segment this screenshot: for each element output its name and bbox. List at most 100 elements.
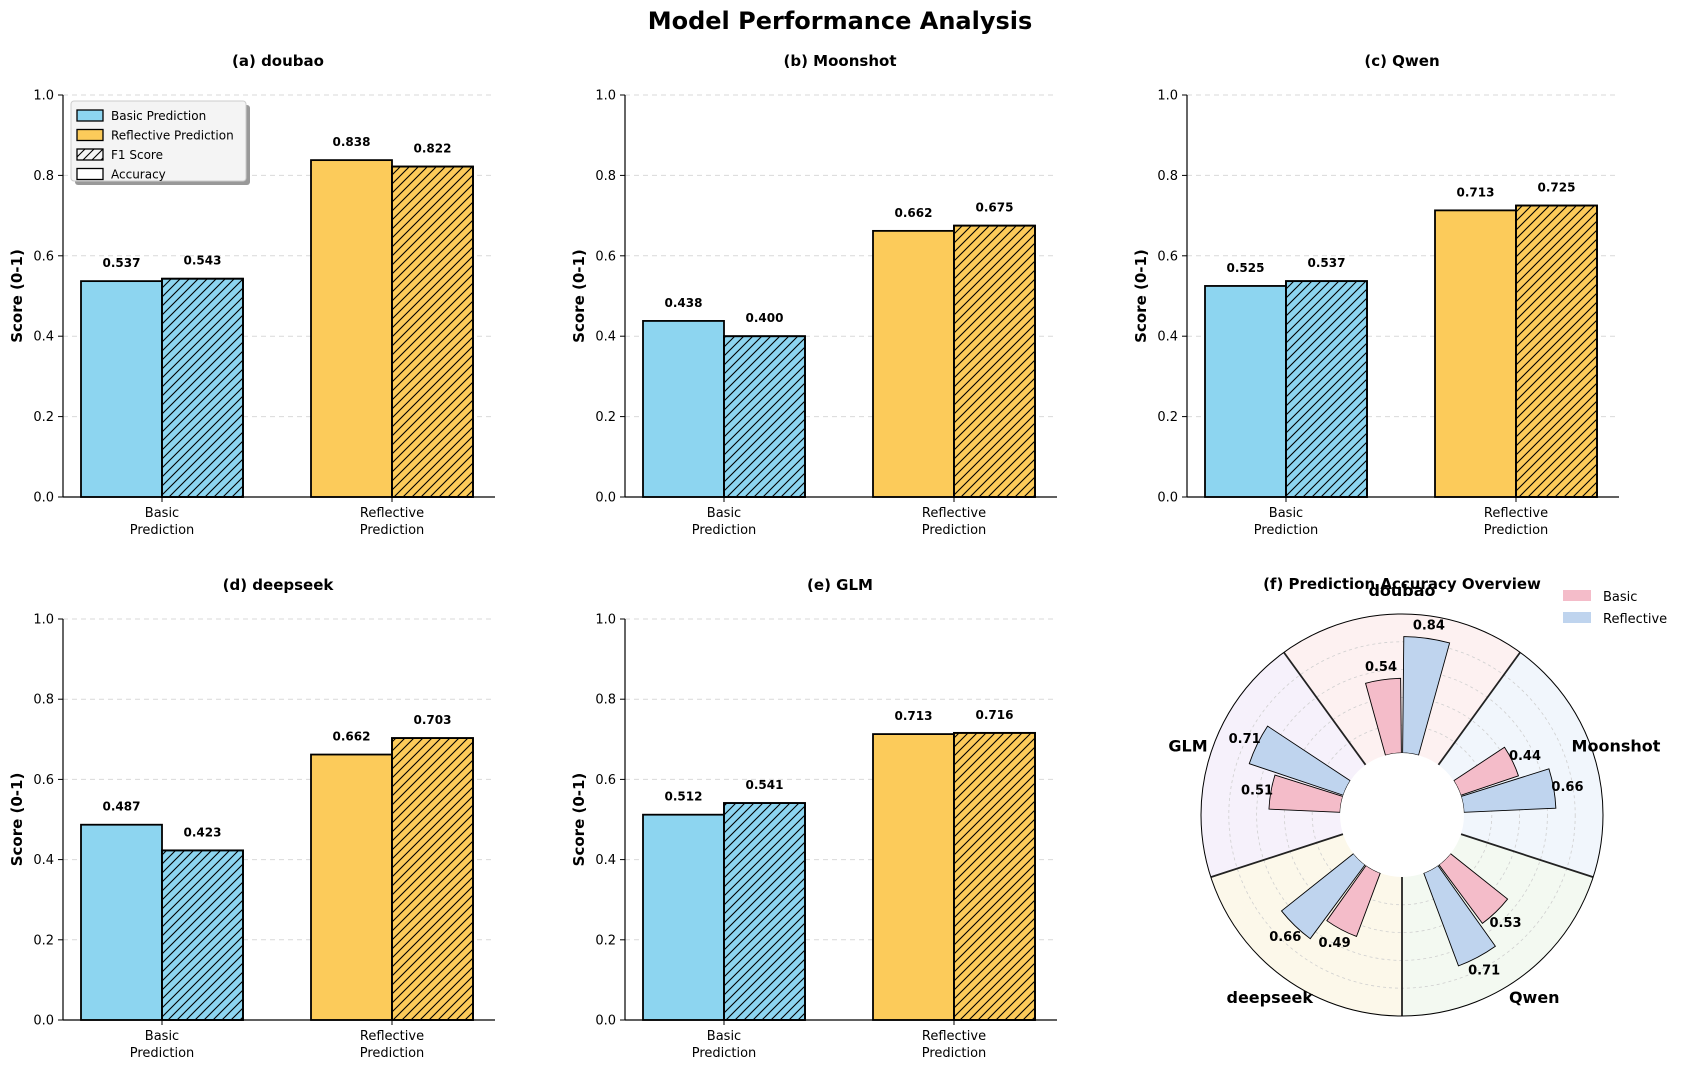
polar-legend-label: Reflective — [1603, 612, 1667, 627]
y-axis-label: Score (0-1) — [8, 249, 26, 343]
bar-accuracy — [310, 159, 393, 498]
x-tick-label: Prediction — [1484, 523, 1549, 538]
legend: Basic Prediction Reflective Prediction F1 … — [70, 100, 250, 185]
x-tick-label: Reflective — [922, 1029, 986, 1044]
polar-value-label: 0.71 — [1229, 732, 1261, 747]
panel-title: (b) Moonshot — [784, 52, 897, 70]
bar-value-label: 0.541 — [746, 778, 784, 792]
polar-sector-divider — [1283, 651, 1367, 766]
bar-value-label: 0.662 — [333, 730, 371, 744]
y-axis-label: Score (0-1) — [570, 773, 588, 867]
y-tick-label: 0.0 — [595, 1014, 616, 1029]
bar-hatch — [161, 277, 244, 498]
y-tick-label: 0.0 — [33, 1014, 54, 1029]
y-axis-label: Score (0-1) — [1132, 249, 1150, 343]
bar-accuracy — [1434, 209, 1517, 498]
bar-panel-2: 0.0 0.2 0.4 0.6 0.8 1.0 0.438 0.662 0.400 0.675 Ba… — [570, 52, 1057, 538]
polar-value-label: 0.53 — [1489, 916, 1521, 931]
y-tick-label: 0.8 — [33, 169, 54, 184]
legend-label: Accuracy — [111, 168, 166, 182]
y-tick-label: 0.4 — [595, 853, 616, 868]
bar-accuracy — [642, 813, 725, 1021]
x-tick-label: Reflective — [922, 506, 986, 521]
bar-value-label: 0.537 — [103, 256, 141, 270]
panel-title: (d) deepseek — [223, 576, 335, 594]
y-tick-label: 0.6 — [595, 249, 616, 264]
bar-value-label: 0.662 — [895, 206, 933, 220]
y-tick-label: 0.0 — [33, 491, 54, 506]
x-tick-label: Prediction — [922, 523, 987, 538]
bar-accuracy — [642, 320, 725, 498]
bar-hatch — [723, 802, 806, 1021]
y-tick-label: 1.0 — [33, 613, 54, 628]
bar-accuracy — [872, 733, 955, 1021]
y-tick-label: 0.2 — [595, 933, 616, 948]
y-tick-label: 0.2 — [33, 410, 54, 425]
polar-category-label: Moonshot — [1572, 736, 1661, 755]
bar-accuracy — [310, 753, 393, 1021]
polar-legend-label: Basic — [1603, 590, 1637, 605]
polar-sector-divider — [1210, 833, 1344, 878]
y-tick-label: 0.2 — [33, 933, 54, 948]
x-tick-label: Basic — [707, 506, 741, 521]
bar-value-label: 0.713 — [1457, 185, 1495, 199]
bar-accuracy — [872, 229, 955, 498]
y-tick-label: 0.6 — [595, 773, 616, 788]
legend-label: Basic Prediction — [111, 109, 206, 123]
bar-value-label: 0.703 — [414, 713, 452, 727]
polar-sector — [1283, 614, 1521, 815]
bar-hatch — [1515, 204, 1598, 498]
polar-legend-swatch — [1563, 612, 1591, 623]
x-tick-label: Prediction — [130, 1046, 195, 1061]
bar-value-label: 0.725 — [1538, 181, 1576, 195]
polar-gridcircle — [1284, 697, 1521, 934]
polar-panel: 0.54 0.44 0.53 0.49 0.51 0.84 0.66 0.71 0.66 0.71… — [1168, 575, 1667, 1017]
bar-accuracy — [80, 280, 163, 498]
y-axis-label: Score (0-1) — [8, 773, 26, 867]
y-tick-label: 0.2 — [1157, 410, 1178, 425]
y-tick-label: 1.0 — [1157, 89, 1178, 104]
x-tick-label: Prediction — [1254, 523, 1319, 538]
y-tick-label: 1.0 — [595, 613, 616, 628]
y-tick-label: 0.0 — [1157, 491, 1178, 506]
bar-value-label: 0.512 — [665, 790, 703, 804]
x-tick-label: Reflective — [360, 506, 424, 521]
polar-outline — [1200, 613, 1604, 1017]
bar-value-label: 0.537 — [1308, 256, 1346, 270]
panel-title: (c) Qwen — [1364, 52, 1439, 70]
y-tick-label: 1.0 — [595, 89, 616, 104]
x-tick-label: Basic — [1269, 506, 1303, 521]
x-tick-label: Basic — [145, 1029, 179, 1044]
polar-category-label: GLM — [1168, 736, 1207, 755]
polar-title: (f) Prediction Accuracy Overview — [1263, 575, 1541, 593]
bar-value-label: 0.822 — [414, 142, 452, 156]
bar-panel-4: 0.0 0.2 0.4 0.6 0.8 1.0 0.487 0.662 0.423 0.703 Ba… — [8, 576, 495, 1061]
polar-value-label: 0.44 — [1509, 749, 1541, 764]
y-axis-label: Score (0-1) — [570, 249, 588, 343]
legend-swatch — [76, 148, 104, 161]
bar-value-label: 0.675 — [976, 201, 1014, 215]
bar-panel-5: 0.0 0.2 0.4 0.6 0.8 1.0 0.512 0.713 0.541 0.716 Ba… — [570, 576, 1057, 1061]
y-tick-label: 0.4 — [595, 330, 616, 345]
y-tick-label: 0.4 — [1157, 330, 1178, 345]
bar-accuracy — [1204, 285, 1287, 498]
bar-value-label: 0.487 — [103, 800, 141, 814]
y-tick-label: 0.2 — [595, 410, 616, 425]
polar-value-label: 0.49 — [1319, 936, 1351, 951]
bar-panel-1: 0.0 0.2 0.4 0.6 0.8 1.0 0.537 0.838 0.543 0.822 Ba… — [8, 52, 495, 538]
bar-value-label: 0.713 — [895, 709, 933, 723]
panel-title: (e) GLM — [807, 576, 873, 594]
panel-title: (a) doubao — [232, 52, 324, 70]
legend-swatch — [76, 128, 104, 142]
y-tick-label: 0.6 — [1157, 249, 1178, 264]
legend-swatch — [76, 167, 104, 181]
bar-value-label: 0.525 — [1227, 261, 1265, 275]
bar-value-label: 0.423 — [184, 825, 222, 839]
x-tick-label: Prediction — [360, 1046, 425, 1061]
bar-value-label: 0.838 — [333, 135, 371, 149]
bar-hatch — [1285, 280, 1368, 498]
bar-hatch — [953, 731, 1036, 1021]
x-tick-label: Prediction — [360, 523, 425, 538]
polar-value-label: 0.66 — [1551, 780, 1583, 795]
